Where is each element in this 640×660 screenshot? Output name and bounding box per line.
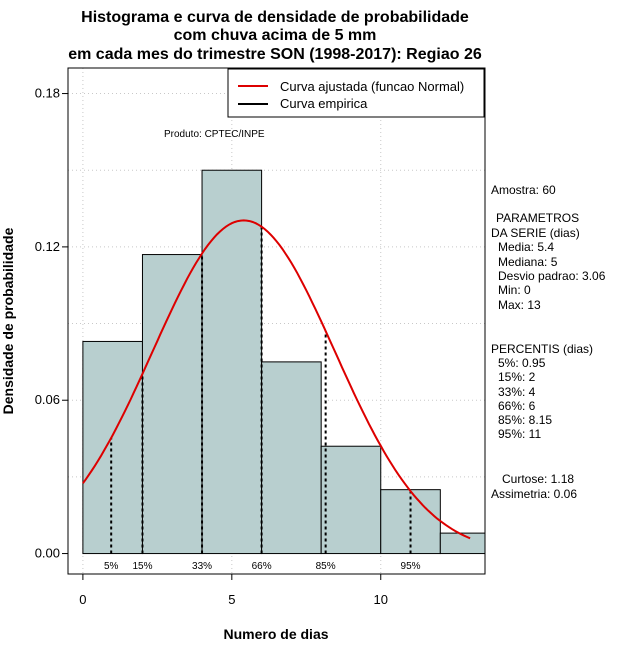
stat-p95: 95%: 11 <box>498 427 541 441</box>
x-tick-label: 10 <box>374 592 388 607</box>
y-tick-label: 0.12 <box>35 239 60 254</box>
stat-p5: 5%: 0.95 <box>498 356 546 370</box>
y-tick-label: 0.00 <box>35 546 60 561</box>
x-tick-label: 0 <box>79 592 86 607</box>
histogram-bar-2 <box>141 254 203 555</box>
histogram-bar-5 <box>320 445 382 555</box>
percentile-labels: 5% 15% 33% 66% 85% 95% <box>104 561 421 572</box>
stat-p85: 85%: 8.15 <box>498 413 552 427</box>
stats-panel: Amostra: 60 PARAMETROS DA SERIE (dias) M… <box>491 183 606 501</box>
stat-min: Min: 0 <box>498 283 531 297</box>
stat-p15: 15%: 2 <box>498 370 536 384</box>
percentile-lines <box>110 226 412 554</box>
histogram-bar-1 <box>82 340 143 555</box>
stat-media: Media: 5.4 <box>498 240 554 254</box>
stat-percentis-title: PERCENTIS (dias) <box>491 342 593 356</box>
percentile-label-95: 95% <box>401 561 421 572</box>
histogram-bar-3 <box>201 169 263 555</box>
percentile-label-66: 66% <box>252 561 272 572</box>
y-axis: 0.00 0.06 0.12 0.18 <box>35 86 69 561</box>
y-axis-label: Densidade de probabilidade <box>0 227 16 414</box>
stat-mediana: Mediana: 5 <box>498 255 558 269</box>
legend: Curva ajustada (funcao Normal) Curva emp… <box>227 68 485 118</box>
stat-amostra: Amostra: 60 <box>491 183 556 197</box>
chart-title-line1: Histograma e curva de densidade de proba… <box>81 9 469 26</box>
x-axis: 0 5 10 <box>79 573 388 607</box>
chart-title-line2: com chuva acima de 5 mm <box>174 27 377 44</box>
stat-curtose: Curtose: 1.18 <box>502 472 574 486</box>
y-tick-label: 0.06 <box>35 392 60 407</box>
percentile-label-15: 15% <box>132 561 152 572</box>
percentile-label-85: 85% <box>316 561 336 572</box>
histogram-bar-7 <box>439 532 486 555</box>
legend-label-empirical: Curva empirica <box>280 96 368 111</box>
stat-p66: 66%: 6 <box>498 399 536 413</box>
stat-max: Max: 13 <box>498 298 541 312</box>
x-axis-label: Numero de dias <box>223 626 328 642</box>
y-tick-label: 0.18 <box>35 86 60 101</box>
histogram-bar-4 <box>261 361 322 555</box>
x-tick-label: 5 <box>228 592 235 607</box>
stat-params-title-1: PARAMETROS <box>496 211 579 225</box>
percentile-label-33: 33% <box>192 561 212 572</box>
product-annotation: Produto: CPTEC/INPE <box>164 129 265 140</box>
normal-fit-curve <box>82 219 471 540</box>
histogram-bars <box>82 169 486 555</box>
percentile-label-5: 5% <box>104 561 119 572</box>
stat-p33: 33%: 4 <box>498 385 536 399</box>
legend-label-fit: Curva ajustada (funcao Normal) <box>280 79 464 94</box>
stat-desvio: Desvio padrao: 3.06 <box>498 269 606 283</box>
chart-title-line3: em cada mes do trimestre SON (1998-2017)… <box>68 46 482 63</box>
stat-params-title-2: DA SERIE (dias) <box>491 226 580 240</box>
legend-box <box>227 68 485 118</box>
stat-assimetria: Assimetria: 0.06 <box>491 487 577 501</box>
